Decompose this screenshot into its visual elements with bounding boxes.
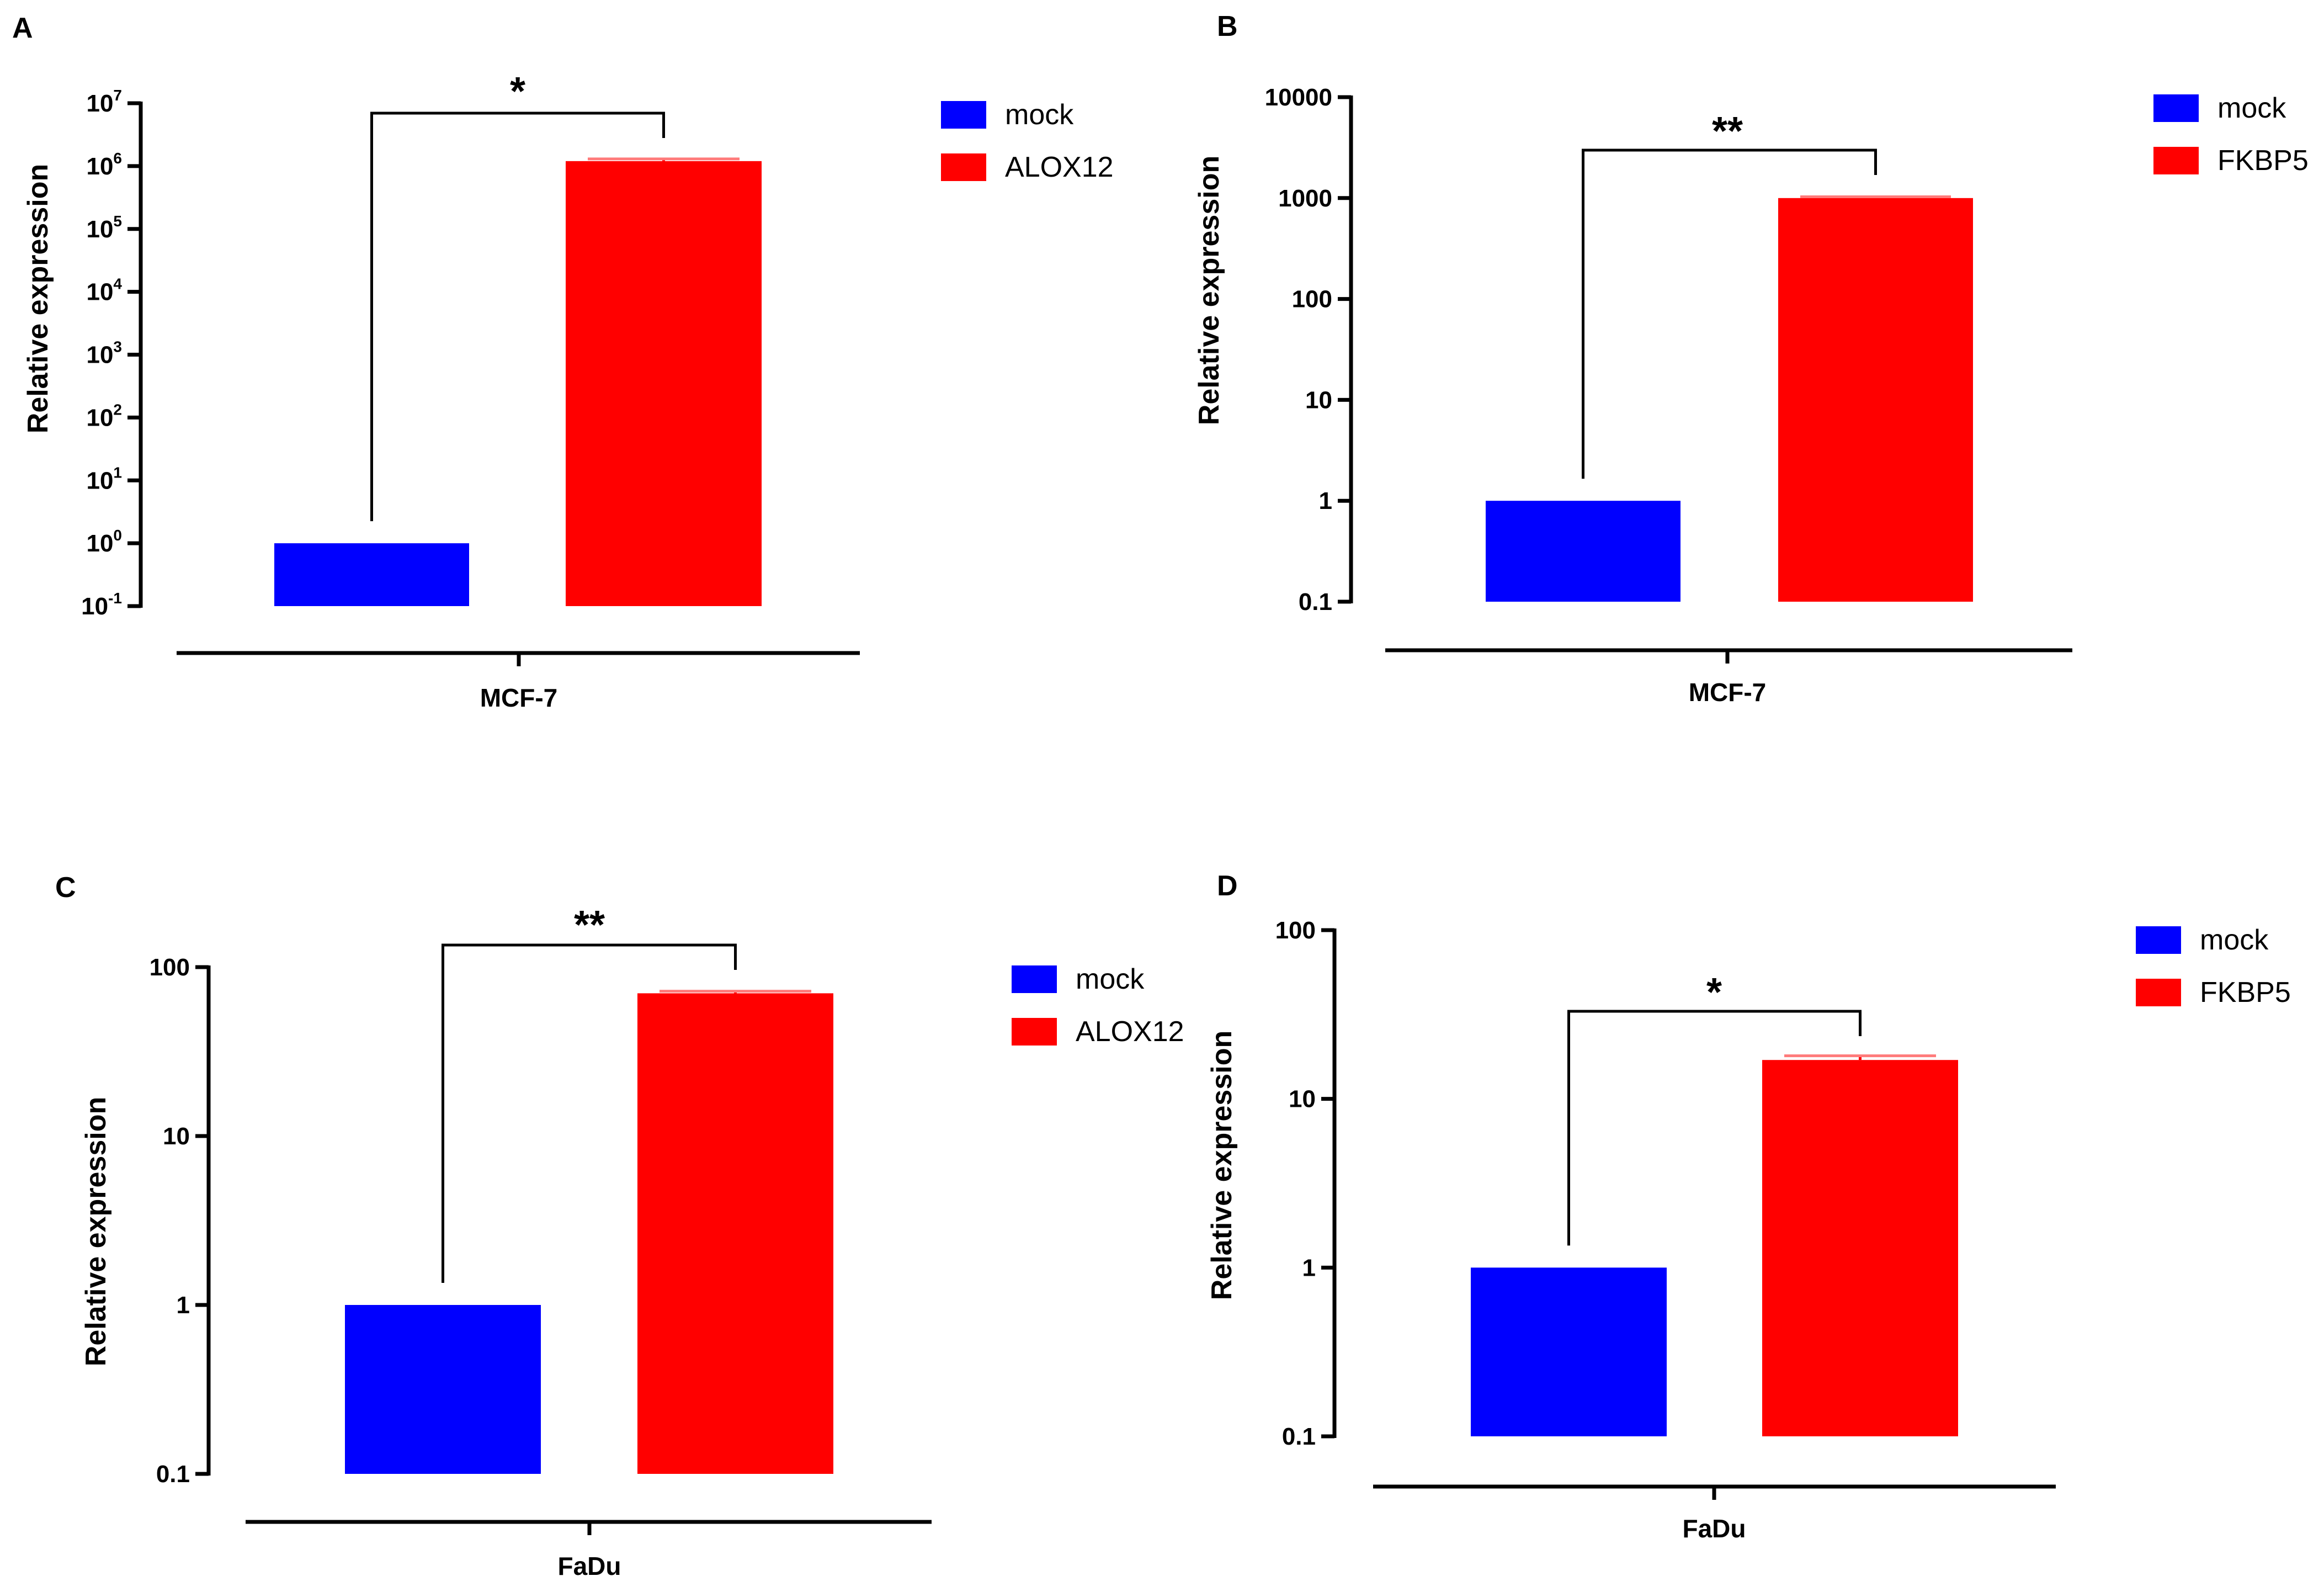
legend-label-mock: mock bbox=[1076, 963, 1145, 995]
legend-label-mock: mock bbox=[1005, 99, 1074, 131]
legend-swatch-fkbp5 bbox=[2153, 147, 2199, 174]
tick-base: 10 bbox=[86, 342, 113, 369]
y-tick-label: 10-1 bbox=[81, 590, 122, 620]
legend-label-fkbp5: FKBP5 bbox=[2217, 145, 2309, 177]
y-tick-label: 1 bbox=[1319, 487, 1332, 514]
y-tick-label: 103 bbox=[86, 338, 122, 369]
bar-mock bbox=[345, 1305, 541, 1474]
bar-mock bbox=[274, 543, 469, 606]
y-tick-label: 0.1 bbox=[156, 1461, 190, 1488]
tick-exponent: 0 bbox=[113, 527, 122, 544]
y-tick-label: 10 bbox=[163, 1123, 190, 1150]
bar-alox12 bbox=[566, 161, 762, 606]
legend-swatch-mock bbox=[2153, 94, 2199, 122]
y-tick-label: 0.1 bbox=[1299, 588, 1332, 615]
legend-label-alox12: ALOX12 bbox=[1076, 1016, 1184, 1048]
significance-label: ** bbox=[1712, 109, 1743, 153]
significance-label: ** bbox=[574, 903, 605, 947]
tick-exponent: 4 bbox=[113, 275, 122, 293]
y-axis-title: Relative expression bbox=[1206, 1031, 1238, 1300]
tick-exponent: -1 bbox=[108, 590, 122, 607]
panel-letter: D bbox=[1217, 870, 1238, 902]
tick-base: 10 bbox=[86, 530, 113, 557]
tick-exponent: 2 bbox=[113, 401, 122, 418]
x-group-label: MCF-7 bbox=[480, 683, 558, 712]
legend-swatch-mock bbox=[2136, 926, 2181, 954]
legend-label-fkbp5: FKBP5 bbox=[2200, 977, 2291, 1009]
significance-bracket bbox=[442, 943, 737, 1283]
panel-d: D 0.1 1 10 100 Relative expression * FaDu mock FK… bbox=[1206, 870, 2291, 1543]
y-tick-label: 102 bbox=[86, 401, 122, 431]
y-tick-label: 100 bbox=[150, 954, 190, 981]
legend-swatch-mock bbox=[941, 101, 986, 129]
y-axis-title: Relative expression bbox=[22, 164, 54, 433]
tick-exponent: 3 bbox=[113, 338, 122, 355]
y-tick-label: 10 bbox=[1305, 386, 1332, 413]
tick-base: 10 bbox=[86, 404, 113, 431]
tick-base: 10 bbox=[81, 593, 108, 620]
bar-fkbp5 bbox=[1762, 1060, 1958, 1436]
y-tick-label: 100 bbox=[1292, 286, 1332, 313]
y-tick-label: 106 bbox=[86, 150, 122, 180]
bar-alox12 bbox=[637, 993, 833, 1474]
panel-b: B 0.1 1 10 100 1000 10000 Relative expression **… bbox=[1193, 10, 2309, 707]
y-tick-label: 10000 bbox=[1265, 84, 1332, 111]
y-tick-label: 1 bbox=[177, 1292, 190, 1319]
y-tick-label: 100 bbox=[1275, 917, 1316, 944]
legend-swatch-alox12 bbox=[941, 153, 986, 181]
bar-fkbp5 bbox=[1778, 198, 1973, 602]
panel-letter: C bbox=[55, 872, 76, 904]
tick-base: 10 bbox=[86, 467, 113, 494]
tick-base: 10 bbox=[86, 153, 113, 180]
tick-base: 10 bbox=[86, 279, 113, 306]
tick-exponent: 1 bbox=[113, 464, 122, 481]
significance-label: * bbox=[510, 70, 525, 114]
tick-exponent: 7 bbox=[113, 87, 122, 104]
x-group-label: FaDu bbox=[1683, 1514, 1746, 1543]
x-group-label: FaDu bbox=[558, 1552, 621, 1580]
y-tick-label: 100 bbox=[86, 527, 122, 557]
legend-label-mock: mock bbox=[2217, 92, 2286, 124]
significance-bracket bbox=[1582, 148, 1877, 479]
legend-label-alox12: ALOX12 bbox=[1005, 151, 1114, 183]
y-tick-label: 10 bbox=[1289, 1086, 1316, 1113]
panel-c: C 0.1 1 10 100 Relative expression ** FaDu mock A… bbox=[55, 872, 1184, 1580]
y-tick-label: 107 bbox=[86, 87, 122, 117]
tick-base: 10 bbox=[86, 90, 113, 117]
panel-letter: B bbox=[1217, 10, 1238, 43]
y-tick-label: 0.1 bbox=[1282, 1423, 1316, 1450]
y-axis-title: Relative expression bbox=[80, 1097, 112, 1366]
y-tick-label: 1000 bbox=[1278, 185, 1332, 212]
y-tick-label: 1 bbox=[1302, 1254, 1316, 1281]
panel-letter: A bbox=[12, 12, 33, 44]
y-tick-label: 104 bbox=[86, 275, 122, 306]
legend-swatch-mock bbox=[1012, 965, 1057, 993]
y-tick-label: 101 bbox=[86, 464, 122, 494]
bar-mock bbox=[1486, 501, 1680, 602]
significance-bracket bbox=[1567, 1010, 1862, 1246]
x-group-label: MCF-7 bbox=[1689, 678, 1767, 707]
significance-bracket bbox=[370, 112, 665, 522]
legend-swatch-fkbp5 bbox=[2136, 979, 2181, 1006]
bar-mock bbox=[1471, 1267, 1667, 1436]
y-axis-title: Relative expression bbox=[1193, 156, 1225, 425]
tick-exponent: 6 bbox=[113, 150, 122, 167]
tick-base: 10 bbox=[86, 216, 113, 243]
legend-label-mock: mock bbox=[2200, 924, 2269, 956]
legend-swatch-alox12 bbox=[1012, 1018, 1057, 1046]
y-tick-label: 105 bbox=[86, 213, 122, 243]
tick-exponent: 5 bbox=[113, 213, 122, 230]
significance-label: * bbox=[1706, 970, 1722, 1015]
